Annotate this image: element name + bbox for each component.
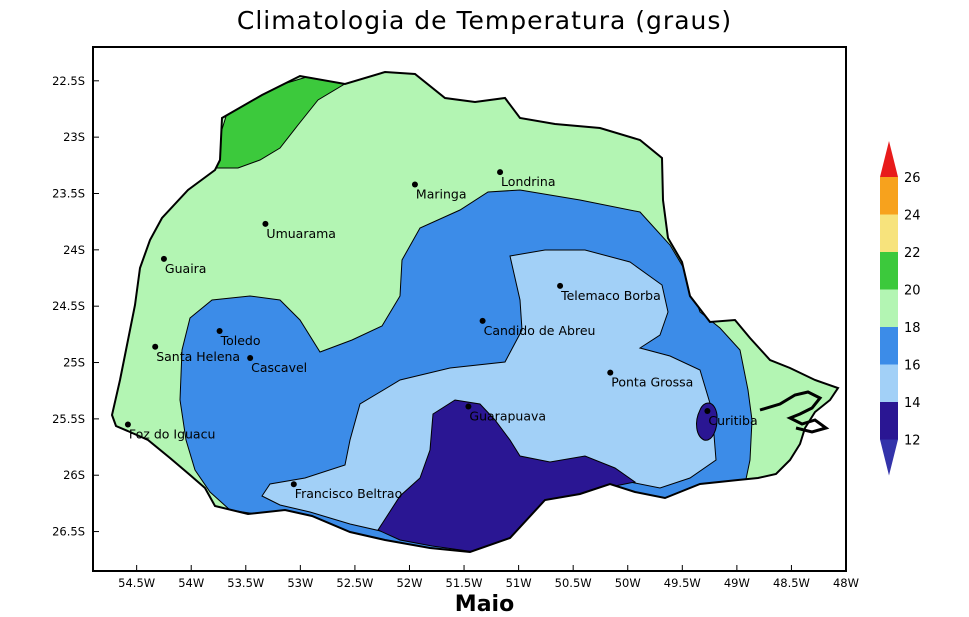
map-title: Climatologia de Temperatura (graus): [236, 6, 733, 35]
lon-tick-label: 51.5W: [446, 576, 483, 590]
legend-swatch: [880, 289, 898, 327]
city-dot: [465, 403, 472, 410]
lat-tick-label: 22.5S: [52, 74, 85, 88]
city-dot: [557, 282, 564, 289]
lat-tick-label: 23.5S: [52, 186, 85, 200]
city-dot: [262, 220, 269, 227]
state-outline: [110, 70, 840, 554]
latitude-axis: 22.5S 23S 23.5S 24S 24.5S 25S 25.5S 26S 26.5S: [52, 74, 99, 539]
lon-tick-label: 52.5W: [336, 576, 373, 590]
lon-tick-label: 48.5W: [773, 576, 810, 590]
legend-swatch: [880, 402, 898, 440]
city-dot: [160, 255, 167, 262]
lon-tick-label: 50W: [615, 576, 641, 590]
city-dot: [497, 169, 504, 176]
city-dot: [411, 181, 418, 188]
lon-tick-label: 53.5W: [227, 576, 264, 590]
city-label: Guarapuava: [469, 408, 546, 423]
city-label: Cascavel: [251, 360, 307, 375]
lat-tick-label: 24.5S: [52, 299, 85, 313]
lon-tick-label: 49W: [724, 576, 750, 590]
city-dot: [290, 481, 297, 488]
city-dot: [704, 407, 711, 414]
city-label: Foz do Iguacu: [129, 427, 215, 442]
legend-level-label: 18: [904, 321, 921, 336]
legend-swatch: [880, 364, 898, 402]
lon-tick-label: 51W: [506, 576, 532, 590]
legend-arrow-bottom: [880, 439, 898, 476]
city-label: Curitiba: [708, 413, 757, 428]
city-dot: [124, 421, 131, 428]
city-label: Maringa: [416, 186, 467, 201]
legend-level-label: 12: [904, 434, 921, 449]
legend-level-label: 22: [904, 246, 921, 261]
legend-arrow-top: [880, 141, 898, 177]
contour-12-14-curitiba: [696, 402, 718, 441]
city-label: Francisco Beltrao: [295, 486, 402, 501]
city-dot: [216, 327, 223, 334]
lon-tick-label: 54.5W: [118, 576, 155, 590]
lat-tick-label: 24S: [63, 243, 85, 257]
city-markers: Londrina Maringa Umuarama Guaira Telemaco Bo…: [124, 169, 758, 501]
map-subtitle: Maio: [454, 592, 515, 617]
lon-tick-label: 52W: [396, 576, 422, 590]
legend-level-label: 24: [904, 209, 921, 224]
lon-tick-label: 48W: [833, 576, 859, 590]
lon-tick-label: 54W: [178, 576, 204, 590]
city-dot: [479, 317, 486, 324]
legend-swatch: [880, 252, 898, 290]
legend-level-label: 16: [904, 359, 921, 374]
legend-swatch: [880, 327, 898, 365]
legend-level-label: 20: [904, 284, 921, 299]
city-dot: [607, 369, 614, 376]
city-dot: [152, 343, 159, 350]
lat-tick-label: 25.5S: [52, 412, 85, 426]
city-label: Guaira: [165, 261, 207, 276]
legend-level-label: 14: [904, 396, 921, 411]
lon-tick-label: 50.5W: [555, 576, 592, 590]
city-label: Telemaco Borba: [560, 288, 661, 303]
legend-level-label: 26: [904, 171, 921, 186]
lat-tick-label: 25S: [63, 356, 85, 370]
city-label: Toledo: [220, 333, 261, 348]
legend-swatch: [880, 177, 898, 215]
city-label: Umuarama: [266, 226, 336, 241]
longitude-axis: 54.5W 54W 53.5W 53W 52.5W 52W 51.5W 51W 50.5W 50W…: [118, 565, 859, 590]
city-label: Santa Helena: [156, 349, 240, 364]
city-label: Londrina: [501, 174, 555, 189]
coastline-bay: [759, 390, 830, 434]
lat-tick-label: 26.5S: [52, 525, 85, 539]
lon-tick-label: 53W: [287, 576, 313, 590]
city-label: Ponta Grossa: [611, 375, 693, 390]
lon-tick-label: 49.5W: [664, 576, 701, 590]
city-label: Candido de Abreu: [484, 323, 596, 338]
color-legend: 26 24 22 20 18 16 14 12: [880, 141, 921, 476]
lat-tick-label: 26S: [63, 468, 85, 482]
city-dot: [247, 355, 254, 362]
legend-swatch: [880, 214, 898, 252]
lat-tick-label: 23S: [63, 130, 85, 144]
